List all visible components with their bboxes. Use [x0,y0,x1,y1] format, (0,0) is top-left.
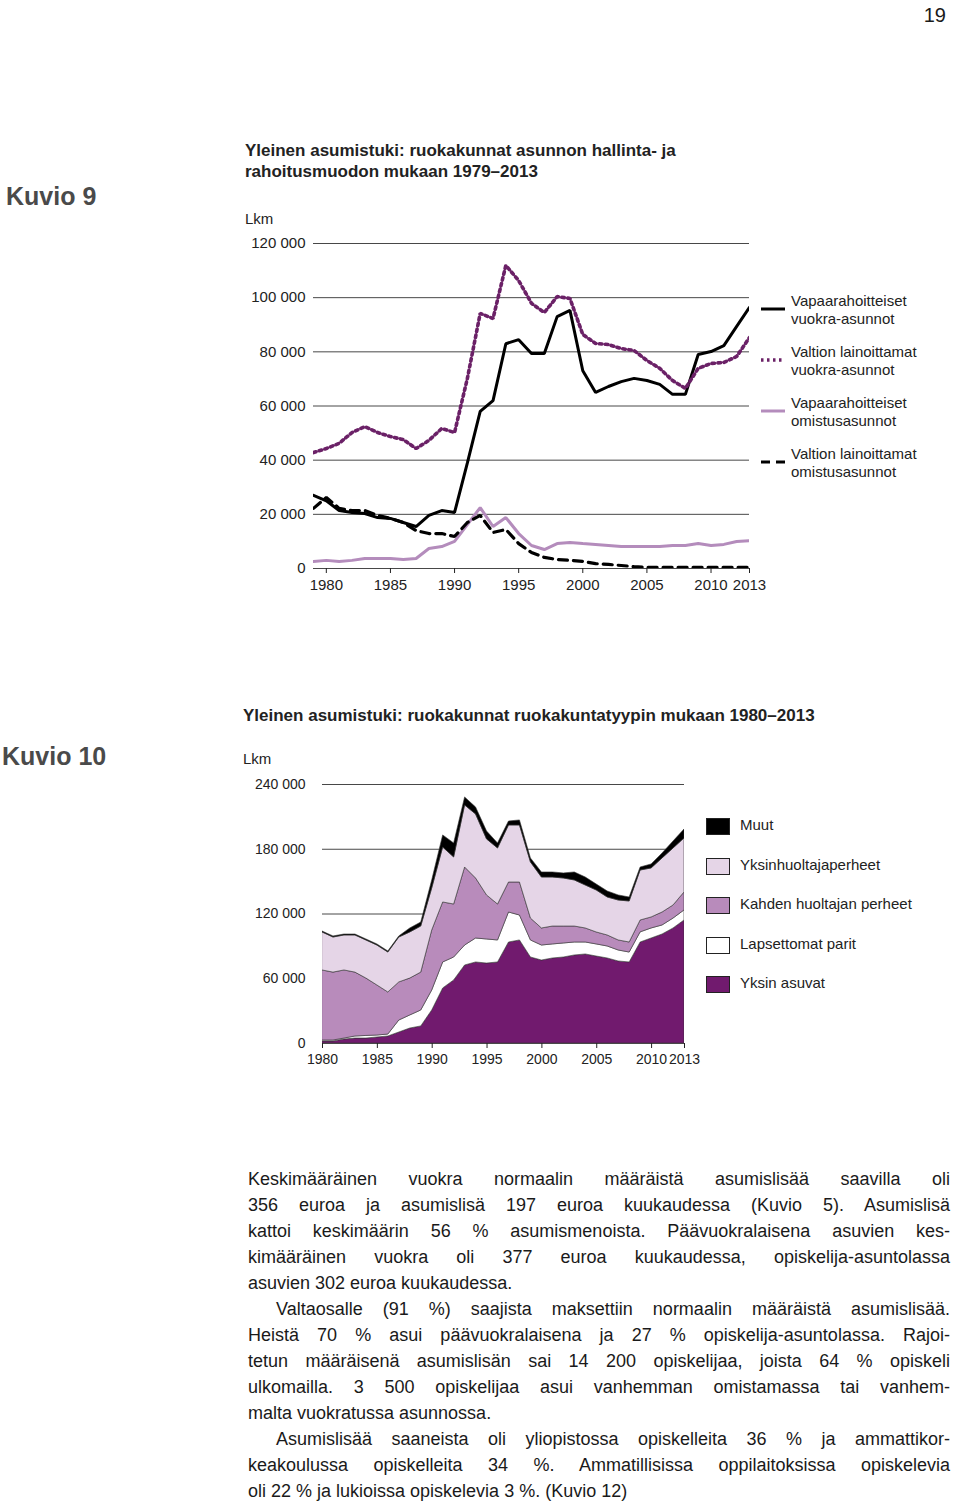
svg-text:2010: 2010 [636,1051,667,1067]
svg-text:1990: 1990 [438,576,471,593]
html-text:Lapsettomat parit: Lapsettomat parit [740,934,856,952]
html-text:19: 19 [923,4,946,26]
html-text:oli 22 % ja lukioissa opiskele: oli 22 % ja lukioissa opiskelevia 3 %. (… [248,1481,628,1501]
html-text:Heistä 70 % asui päävuokralais: Heistä 70 % asui päävuokralaisena ja 27 … [248,1325,950,1345]
svg-text:100 000: 100 000 [251,288,305,305]
html-text:356 euroa ja asumislisä 197 eu: 356 euroa ja asumislisä 197 euroa kuukau… [248,1195,950,1215]
html-text:Asumislisää saaneista oli ylio: Asumislisää saaneista oli yliopistossa o… [276,1429,950,1449]
svg-text:1980: 1980 [310,576,343,593]
svg-text:60 000: 60 000 [263,970,306,986]
svg-text:2013: 2013 [733,576,766,593]
html-text:Kuvio 9: Kuvio 9 [6,182,97,210]
svg-text:60 000: 60 000 [260,397,306,414]
html-text:Yksinhuoltajaperheet: Yksinhuoltajaperheet [740,855,881,873]
html-text:Yleinen asumistuki: ruokakunna: Yleinen asumistuki: ruokakunnat asunnon … [245,141,676,181]
svg-text:1985: 1985 [374,576,407,593]
svg-text:1985: 1985 [362,1051,393,1067]
svg-text:180 000: 180 000 [255,841,306,857]
svg-text:2000: 2000 [566,576,599,593]
svg-text:2000: 2000 [526,1051,557,1067]
html-text:tetun määräisenä asumislisän s: tetun määräisenä asumislisän sai 14 200 … [248,1351,950,1371]
html-text:asuvien 302 euroa kuukaudessa.: asuvien 302 euroa kuukaudessa. [248,1273,513,1293]
html-text:malta vuokratussa asunnossa.: malta vuokratussa asunnossa. [248,1403,492,1423]
svg-text:0: 0 [298,1035,306,1051]
html-text:Valtaosalle (91 %) saajista ma: Valtaosalle (91 %) saajista maksettiin n… [276,1299,950,1319]
html-text:Valtion lainoittamat vuokra-as: Valtion lainoittamat vuokra-asunnot [791,343,917,378]
svg-text:240 000: 240 000 [255,776,306,792]
html-text:kimääräinen vuokra oli 377 eur: kimääräinen vuokra oli 377 euroa kuukaud… [248,1247,950,1267]
svg-text:2005: 2005 [630,576,663,593]
svg-text:1995: 1995 [471,1051,502,1067]
html-text:Kuvio 10: Kuvio 10 [2,742,107,770]
svg-text:120 000: 120 000 [251,234,305,251]
html-text:Kahden huoltajan perheet: Kahden huoltajan perheet [740,895,912,912]
html-text:kattoi keskimäärin 56 % asumis: kattoi keskimäärin 56 % asumismenoista. … [248,1221,950,1241]
html-text:Muut: Muut [740,816,774,833]
html-text:Keskimääräinen vuokra normaali: Keskimääräinen vuokra normaalin määräist… [248,1169,950,1189]
svg-text:40 000: 40 000 [260,451,306,468]
html-text:Yleinen asumistuki: ruokakunna: Yleinen asumistuki: ruokakunnat ruokakun… [243,706,815,725]
html-text:Lkm: Lkm [245,210,274,227]
svg-text:2010: 2010 [694,576,727,593]
html-text:Vapaarahoitteiset omistusasunn: Vapaarahoitteiset omistusasunnot [791,394,907,429]
html-text:ulkomailla. 3 500 opiskelijaa: ulkomailla. 3 500 opiskelijaa asui vanhe… [248,1377,950,1397]
svg-text:2013: 2013 [669,1051,700,1067]
svg-text:0: 0 [297,559,305,576]
svg-text:2005: 2005 [581,1051,612,1067]
svg-text:20 000: 20 000 [260,505,306,522]
svg-text:120 000: 120 000 [255,905,306,921]
html-text:Yksin asuvat: Yksin asuvat [740,974,825,991]
svg-text:1980: 1980 [307,1051,338,1067]
html-text:keakoulussa opiskelleita 34 %.: keakoulussa opiskelleita 34 %. Ammatilli… [248,1455,950,1475]
svg-text:1990: 1990 [417,1051,448,1067]
svg-text:80 000: 80 000 [260,343,306,360]
html-text:Valtion lainoittamat omistusas: Valtion lainoittamat omistusasunnot [791,445,917,480]
html-text:Vapaarahoitteiset vuokra-asunn: Vapaarahoitteiset vuokra-asunnot [791,292,907,327]
svg-text:1995: 1995 [502,576,535,593]
html-text:Lkm: Lkm [243,750,272,767]
